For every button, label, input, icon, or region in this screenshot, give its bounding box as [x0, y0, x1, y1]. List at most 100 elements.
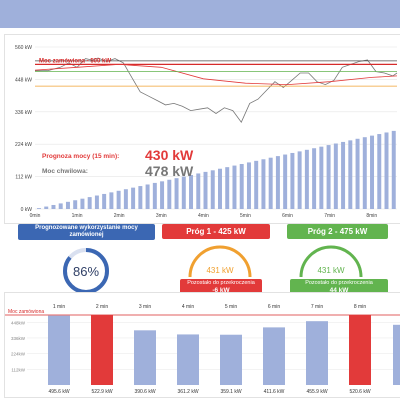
threshold2-gauge-value: 431 kW — [317, 266, 345, 275]
threshold1-remaining-box: Pozostało do przekroczenia -6 kW — [180, 279, 262, 294]
minute-bar — [134, 330, 156, 385]
x-tick-label: 6min — [282, 213, 293, 219]
forecast-value: 430 kW — [145, 147, 194, 163]
y-tick-label: 448kW — [11, 320, 26, 325]
forecast-label: Prognoza mocy (15 min): — [42, 153, 119, 160]
cumulative-bar — [246, 162, 251, 209]
x-tick-label: 8min — [366, 213, 377, 219]
cumulative-bar — [189, 175, 194, 209]
cumulative-bar — [196, 173, 201, 209]
usage-forecast-button[interactable]: Prognozowane wykorzystanie mocy zamówion… — [18, 224, 155, 240]
cumulative-bar — [290, 152, 295, 209]
minute-value-label: 390.6 kW — [134, 389, 155, 395]
series-line — [34, 63, 398, 86]
cumulative-bar — [312, 148, 317, 209]
minute-value-label: 359.1 kW — [220, 389, 241, 395]
threshold1-gauge-value: 431 kW — [206, 266, 234, 275]
cumulative-bar — [283, 154, 288, 209]
y-tick-label: 224 kW — [15, 142, 32, 148]
cumulative-bar — [348, 140, 353, 209]
minute-value-label: 411.6 kW — [264, 389, 285, 395]
cumulative-bar — [377, 134, 382, 209]
y-tick-label: 448 kW — [15, 77, 32, 83]
x-tick-label: 4min — [198, 213, 209, 219]
threshold1-remaining-value: -6 kW — [212, 287, 230, 294]
cumulative-bar — [268, 157, 273, 209]
minute-category-label: 4 min — [182, 304, 194, 310]
threshold2-remaining-label: Pozostało do przekroczenia — [305, 280, 373, 286]
y-tick-label: 336kW — [11, 336, 26, 341]
minute-category-label: 8 min — [354, 304, 366, 310]
cumulative-bar — [116, 190, 121, 209]
contracted-power-label: Moc zamówiona - 500 kW — [39, 58, 111, 64]
cumulative-bar — [80, 198, 85, 209]
cumulative-bar — [73, 200, 78, 209]
threshold2-button[interactable]: Próg 2 - 475 kW — [287, 224, 388, 239]
cumulative-bar — [65, 201, 70, 209]
threshold2-gauge-arc — [299, 245, 363, 278]
cumulative-bar — [370, 135, 375, 209]
cumulative-bar — [138, 186, 143, 209]
minute-chart: 448kW 336kW 224kW 112kW Moc zamówiona 1 min 49… — [5, 304, 400, 395]
minute-bar — [91, 315, 113, 385]
series-line — [35, 57, 398, 123]
cumulative-bar — [44, 206, 49, 209]
cumulative-bar — [94, 195, 99, 209]
threshold2-remaining-box: Pozostało do przekroczenia 44 kW — [290, 279, 388, 294]
threshold1-button[interactable]: Próg 1 - 425 kW — [162, 224, 270, 239]
cumulative-bar — [232, 165, 237, 209]
current-power-value: 478 kW — [145, 163, 194, 179]
cumulative-bar — [391, 130, 396, 209]
y-tick-label: 560 kW — [15, 45, 32, 51]
power-chart-panel: 560 kW 448 kW 336 kW 224 kW 112 kW 0 kW 0min 1m… — [4, 34, 400, 224]
minute-category-label: 5 min — [225, 304, 237, 310]
minute-value-label: 522.9 kW — [91, 389, 112, 395]
cumulative-bar — [210, 170, 215, 209]
minute-category-label: 2 min — [96, 304, 108, 310]
cumulative-bar — [275, 156, 280, 209]
minute-bar — [263, 327, 285, 385]
y-tick-label: 112kW — [11, 367, 25, 372]
cumulative-bar — [131, 187, 136, 209]
cumulative-bar — [181, 176, 186, 209]
cumulative-bar — [239, 163, 244, 209]
cumulative-bar — [225, 167, 230, 209]
minute-bar — [306, 321, 328, 385]
threshold2-remaining-value: 44 kW — [329, 287, 349, 294]
cumulative-bar — [297, 151, 302, 209]
x-tick-label: 7min — [324, 213, 335, 219]
current-power-label: Moc chwilowa: — [42, 168, 88, 175]
cumulative-bar — [167, 179, 172, 209]
minute-value-label: 455.9 kW — [306, 389, 327, 395]
minute-category-label: 1 min — [53, 304, 65, 310]
minute-chart-panel: 448kW 336kW 224kW 112kW Moc zamówiona 1 min 49… — [4, 292, 400, 398]
minute-category-label: 6 min — [268, 304, 280, 310]
cumulative-bar — [145, 184, 150, 209]
minute-category-label: 3 min — [139, 304, 151, 310]
contracted-line-label: Moc zamówiona — [8, 309, 44, 315]
cumulative-bar — [384, 132, 389, 209]
cumulative-bar — [160, 181, 165, 209]
threshold1-remaining-label: Pozostało do przekroczenia — [187, 280, 255, 286]
y-tick-label: 336 kW — [15, 110, 32, 116]
cumulative-bar — [102, 193, 107, 209]
x-tick-label: 0min — [30, 213, 41, 219]
usage-percent-value: 86% — [73, 264, 99, 279]
cumulative-bar — [109, 192, 114, 209]
cumulative-bar — [326, 145, 331, 209]
threshold1-gauge-arc — [188, 245, 252, 278]
cumulative-bar — [37, 208, 41, 209]
y-tick-label: 224kW — [11, 352, 26, 357]
x-tick-label: 2min — [114, 213, 125, 219]
cumulative-bar — [51, 204, 56, 209]
minute-bar-partial — [393, 324, 400, 385]
x-tick-label: 5min — [240, 213, 251, 219]
cumulative-bar — [123, 189, 128, 209]
y-tick-label: 112 kW — [15, 175, 32, 181]
cumulative-bar — [174, 178, 179, 209]
cumulative-bar — [203, 171, 208, 209]
cumulative-bar — [87, 197, 92, 209]
cumulative-bar — [218, 168, 222, 209]
minute-bar — [177, 334, 199, 385]
